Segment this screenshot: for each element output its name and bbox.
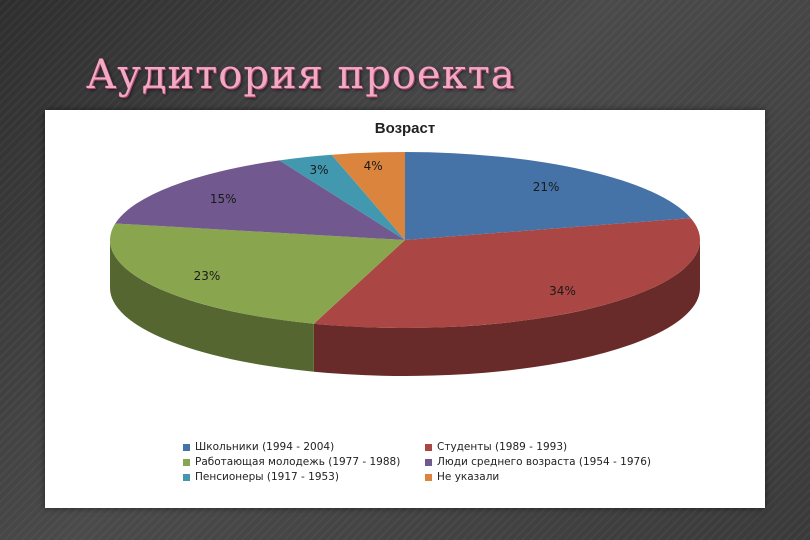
legend-swatch-5	[425, 473, 432, 481]
chart-title: Возраст	[374, 120, 436, 137]
legend-swatch-3	[425, 458, 432, 466]
legend-item-4: Пенсионеры (1917 - 1953)	[183, 471, 425, 483]
legend-swatch-0	[183, 443, 190, 451]
data-label-0: 21%	[533, 180, 560, 194]
data-label-5: 4%	[364, 159, 383, 173]
pie-slice-1	[313, 218, 701, 328]
pie-chart: 21% 34% 23% 15% 3% 4%	[109, 152, 701, 376]
legend-swatch-2	[183, 458, 190, 466]
data-label-1: 34%	[549, 284, 576, 298]
legend-item-2: Работающая молодежь (1977 - 1988)	[183, 456, 425, 468]
chart-legend: Школьники (1994 - 2004) Студенты (1989 - …	[183, 441, 703, 483]
legend-label-1: Студенты (1989 - 1993)	[437, 441, 568, 453]
legend-item-3: Люди среднего возраста (1954 - 1976)	[425, 456, 685, 468]
data-label-3: 15%	[210, 192, 237, 206]
slide-title: Аудитория проекта	[86, 52, 516, 98]
chart-panel: Возраст 21% 34% 23% 15% 3% 4% Школьники (1994…	[45, 110, 765, 508]
legend-label-3: Люди среднего возраста (1954 - 1976)	[437, 456, 651, 468]
pie-side-2	[110, 240, 314, 372]
legend-item-5: Не указали	[425, 471, 685, 483]
legend-swatch-1	[425, 443, 432, 451]
legend-item-1: Студенты (1989 - 1993)	[425, 441, 685, 453]
pie-slice-4	[279, 154, 405, 240]
pie-slice-3	[115, 160, 406, 240]
legend-label-2: Работающая молодежь (1977 - 1988)	[195, 456, 401, 468]
pie-slice-5	[331, 152, 405, 240]
legend-label-4: Пенсионеры (1917 - 1953)	[195, 471, 339, 483]
legend-label-0: Школьники (1994 - 2004)	[195, 441, 335, 453]
legend-item-0: Школьники (1994 - 2004)	[183, 441, 425, 453]
pie-slice-0	[405, 152, 691, 240]
legend-label-5: Не указали	[437, 471, 500, 483]
data-label-4: 3%	[310, 163, 329, 177]
pie-slice-2	[109, 223, 405, 324]
pie-side-1	[313, 240, 700, 376]
data-label-2: 23%	[194, 269, 221, 283]
legend-swatch-4	[183, 473, 190, 481]
